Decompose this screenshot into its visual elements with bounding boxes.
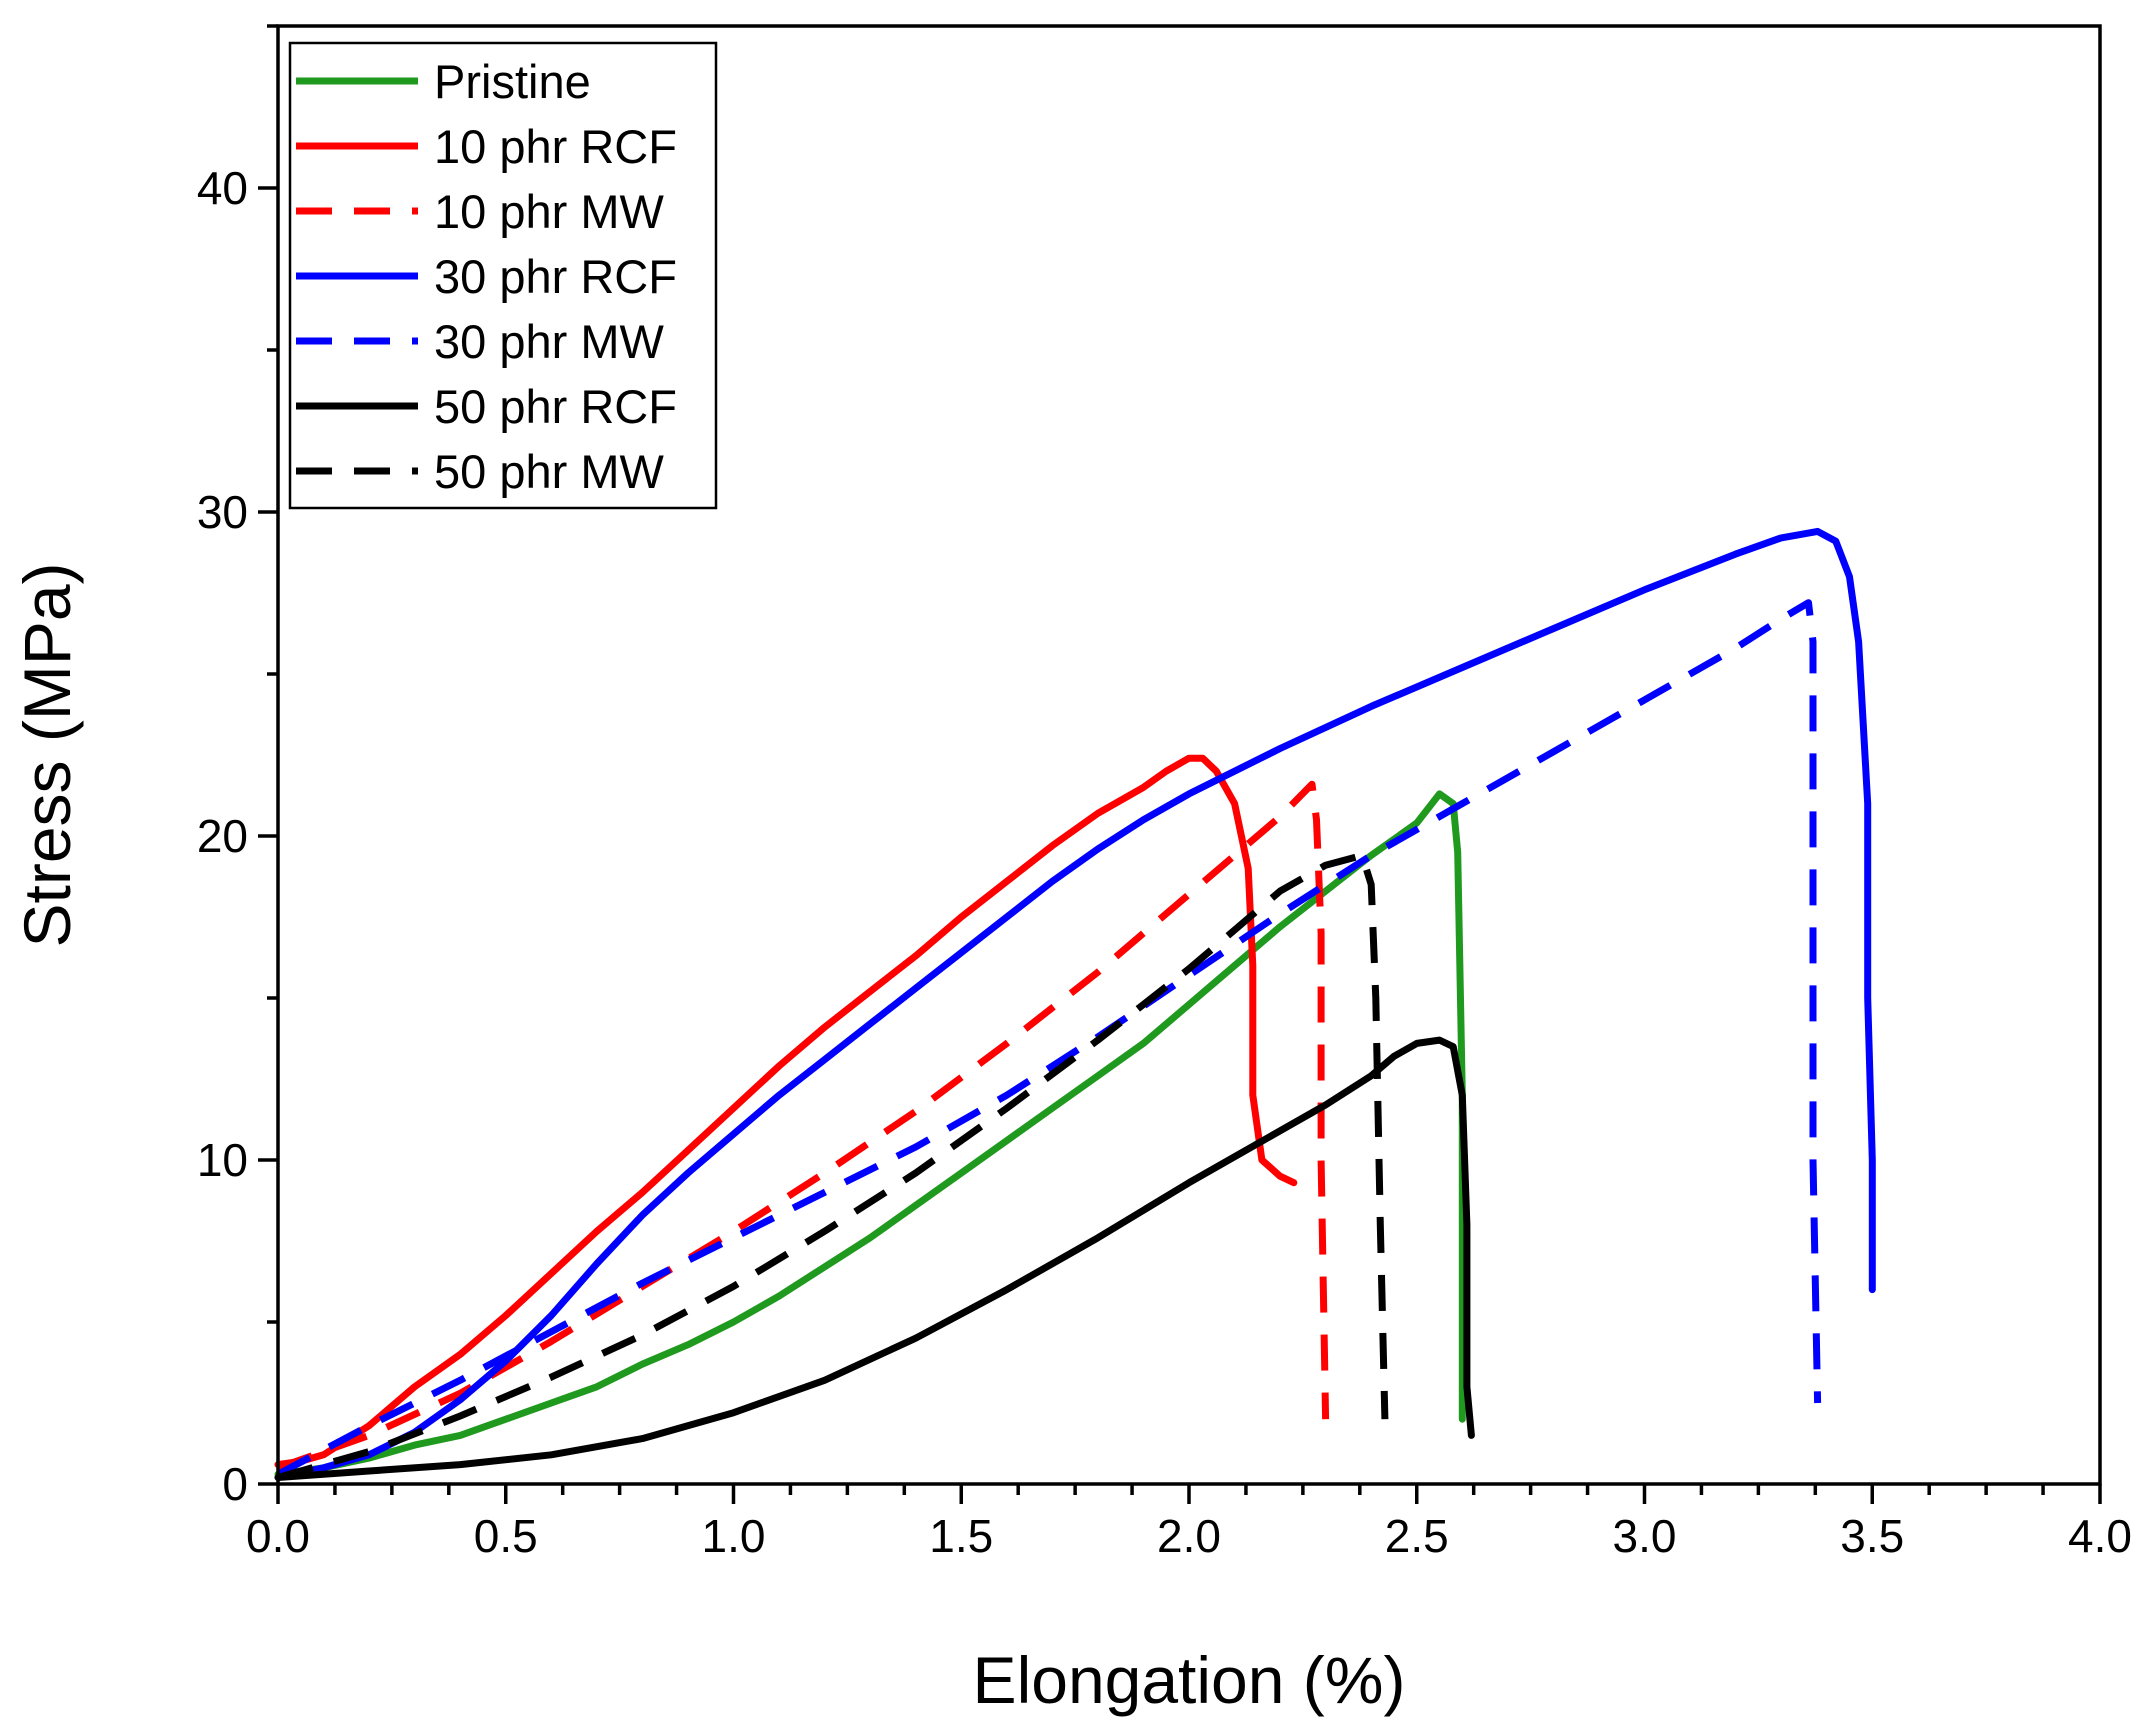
legend-label: 30 phr MW (434, 315, 664, 368)
x-tick-label: 2.5 (1385, 1510, 1449, 1562)
legend-label: 30 phr RCF (434, 250, 677, 303)
y-tick-label: 10 (197, 1134, 248, 1186)
x-tick-label: 0.5 (474, 1510, 538, 1562)
y-tick-label: 30 (197, 486, 248, 538)
series-line-0 (274, 790, 1466, 1478)
legend-label: 50 phr MW (434, 445, 664, 498)
series-line-3 (274, 527, 1876, 1481)
y-axis-title: Stress (MPa) (10, 562, 84, 947)
series-line-2 (276, 780, 1330, 1472)
legend: Pristine 10 phr RCF 10 phr MW 30 phr RCF 30 … (288, 41, 718, 510)
legend-label: 10 phr MW (434, 185, 664, 238)
series-layer (274, 527, 1876, 1481)
y-tick-label: 0 (222, 1458, 248, 1510)
legend-label: Pristine (434, 55, 591, 108)
series-line-5 (274, 1036, 1475, 1481)
x-tick-label: 1.0 (702, 1510, 766, 1562)
series-line-6 (277, 851, 1389, 1481)
legend-label: 50 phr RCF (434, 380, 677, 433)
x-tick-label: 1.5 (929, 1510, 993, 1562)
x-tick-label: 2.0 (1157, 1510, 1221, 1562)
series-line-1 (274, 754, 1298, 1469)
x-tick-label: 3.0 (1613, 1510, 1677, 1562)
y-tick-label: 20 (197, 810, 248, 862)
series-line-4 (276, 599, 1822, 1478)
plot-frame (276, 24, 2102, 1486)
ticks-layer: 0.0 0.5 1.0 1.5 2.0 2.5 3.0 3.5 4.0 0 10 20 30 40 (197, 24, 2132, 1562)
x-tick-label: 0.0 (246, 1510, 310, 1562)
y-tick-label: 40 (197, 162, 248, 214)
x-tick-label: 4.0 (2068, 1510, 2132, 1562)
x-tick-label: 3.5 (1840, 1510, 1904, 1562)
legend-label: 10 phr RCF (434, 120, 677, 173)
x-axis-title: Elongation (%) (973, 1643, 1406, 1717)
